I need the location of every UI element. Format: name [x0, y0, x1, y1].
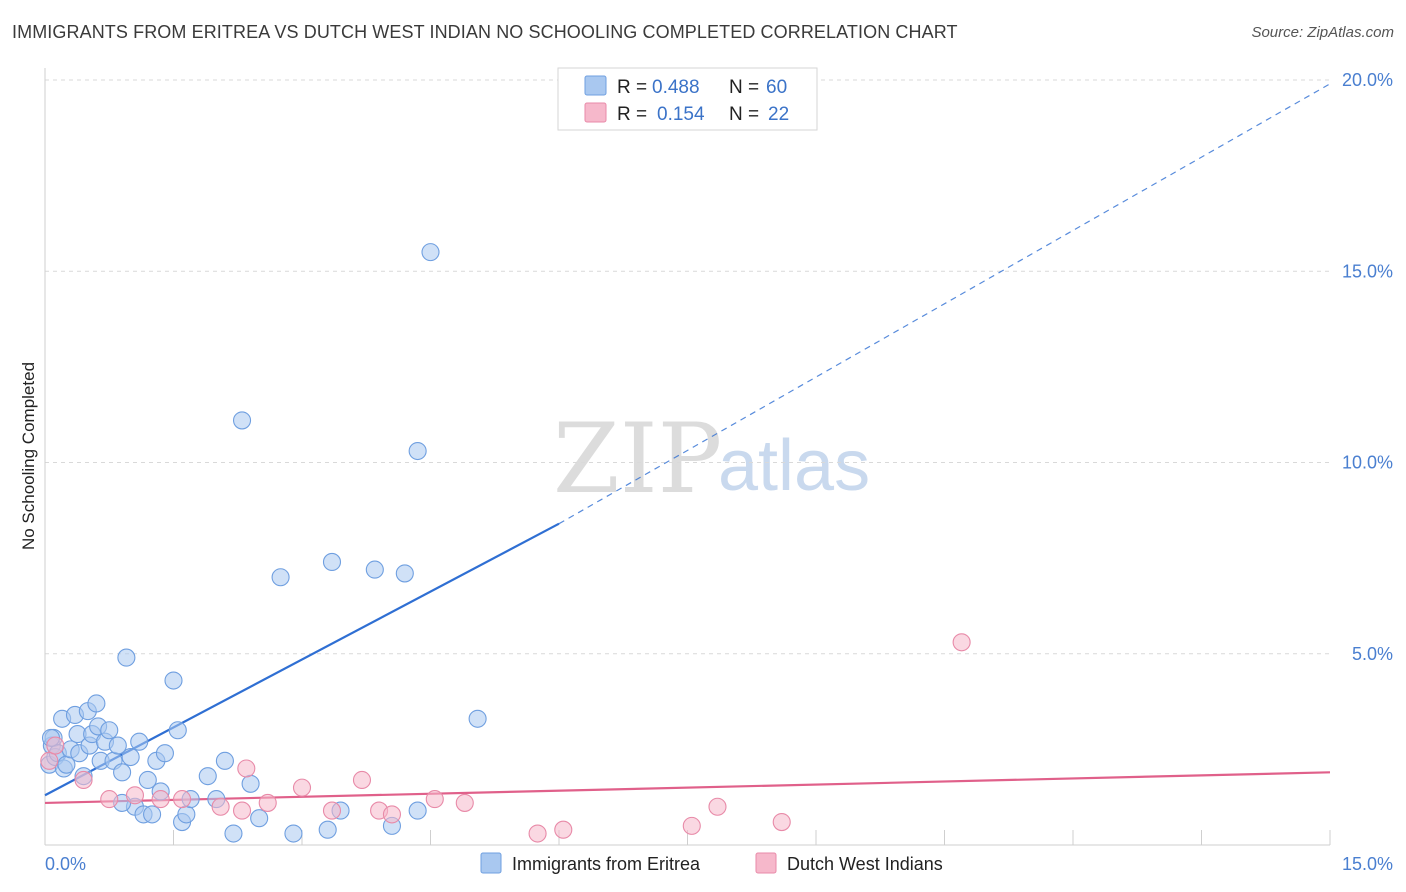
x-tick-label: 0.0%	[45, 854, 86, 874]
legend: R = 0.488 N = 60 R = 0.154 N = 22	[557, 67, 818, 131]
point-eritrea	[108, 736, 127, 755]
data-points	[40, 243, 971, 843]
point-eritrea	[177, 805, 196, 824]
point-eritrea	[408, 441, 427, 461]
point-eritrea	[408, 801, 427, 820]
bottom-legend-swatch-eritrea	[480, 852, 502, 874]
legend-r-label-2: R =	[617, 104, 647, 125]
point-dutch-west-indians	[46, 736, 65, 755]
point-eritrea	[138, 770, 157, 790]
point-dutch-west-indians	[151, 790, 170, 809]
point-eritrea	[250, 809, 269, 828]
legend-swatch-dutch-west-indians	[584, 102, 607, 123]
point-dutch-west-indians	[258, 793, 277, 812]
point-dutch-west-indians	[237, 759, 256, 778]
point-eritrea	[271, 568, 290, 587]
point-dutch-west-indians	[100, 790, 119, 809]
point-eritrea	[87, 694, 106, 713]
point-dutch-west-indians	[528, 824, 547, 843]
y-tick-label: 10.0%	[1342, 453, 1393, 473]
source-label: Source: ZipAtlas.com	[1251, 24, 1394, 41]
chart-title: IMMIGRANTS FROM ERITREA VS DUTCH WEST IN…	[12, 22, 958, 42]
point-eritrea	[365, 560, 384, 579]
bottom-legend-label-dutch-west-indians: Dutch West Indians	[787, 854, 943, 874]
point-dutch-west-indians	[125, 786, 144, 805]
point-eritrea	[117, 648, 136, 667]
point-eritrea	[284, 824, 303, 843]
point-eritrea	[143, 805, 162, 824]
y-tick-label: 20.0%	[1342, 70, 1393, 90]
point-eritrea	[395, 564, 414, 583]
y-tick-labels: 5.0% 10.0% 15.0% 20.0%	[1342, 70, 1393, 664]
point-eritrea	[241, 774, 260, 793]
point-dutch-west-indians	[40, 751, 59, 770]
x-tick-label: 15.0%	[1342, 854, 1393, 874]
point-eritrea	[232, 411, 252, 430]
point-eritrea	[168, 721, 187, 740]
gridlines	[45, 79, 1330, 655]
point-dutch-west-indians	[211, 797, 230, 816]
legend-r-value-1: 0.488	[652, 77, 700, 98]
point-eritrea	[421, 243, 440, 262]
point-dutch-west-indians	[382, 805, 402, 824]
x-tick-labels: 0.0% 15.0%	[45, 854, 1393, 874]
y-tick-label: 15.0%	[1342, 261, 1393, 281]
point-dutch-west-indians	[455, 793, 474, 812]
point-eritrea	[121, 747, 140, 767]
point-eritrea	[318, 820, 337, 839]
point-dutch-west-indians	[74, 770, 93, 790]
point-eritrea	[113, 763, 132, 782]
point-eritrea	[322, 552, 342, 572]
point-eritrea	[155, 744, 174, 763]
point-dutch-west-indians	[232, 801, 252, 820]
bottom-legend-label-eritrea: Immigrants from Eritrea	[512, 854, 701, 874]
point-dutch-west-indians	[708, 797, 727, 816]
point-dutch-west-indians	[952, 633, 971, 652]
point-dutch-west-indians	[772, 812, 791, 832]
point-eritrea	[164, 671, 183, 690]
bottom-legend-swatch-dutch-west-indians	[755, 852, 777, 874]
point-dutch-west-indians	[425, 790, 444, 809]
legend-n-label-1: N =	[729, 77, 759, 98]
trend-line-extension-eritrea	[558, 83, 1331, 525]
legend-n-value-1: 60	[766, 77, 787, 98]
watermark-zip: ZIP	[553, 403, 722, 515]
legend-n-label-2: N =	[729, 104, 759, 125]
legend-r-label-1: R =	[617, 77, 647, 98]
point-eritrea	[224, 824, 243, 843]
point-eritrea	[100, 721, 119, 740]
point-dutch-west-indians	[322, 801, 342, 820]
point-eritrea	[215, 751, 234, 770]
legend-swatch-eritrea	[584, 75, 607, 96]
legend-r-value-2: 0.154	[657, 104, 705, 125]
watermark-atlas: atlas	[718, 426, 870, 506]
point-eritrea	[130, 732, 149, 751]
y-axis-label: No Schooling Completed	[19, 362, 38, 550]
point-eritrea	[468, 709, 487, 728]
trend-line-dutch-west-indians	[44, 771, 1331, 805]
point-dutch-west-indians	[554, 820, 573, 839]
y-tick-label: 5.0%	[1352, 644, 1393, 664]
point-eritrea	[198, 767, 217, 786]
point-dutch-west-indians	[682, 816, 701, 835]
point-dutch-west-indians	[173, 790, 192, 809]
point-dutch-west-indians	[292, 778, 312, 797]
bottom-legend: Immigrants from Eritrea Dutch West India…	[480, 852, 943, 874]
point-dutch-west-indians	[352, 770, 372, 790]
legend-n-value-2: 22	[768, 104, 789, 125]
